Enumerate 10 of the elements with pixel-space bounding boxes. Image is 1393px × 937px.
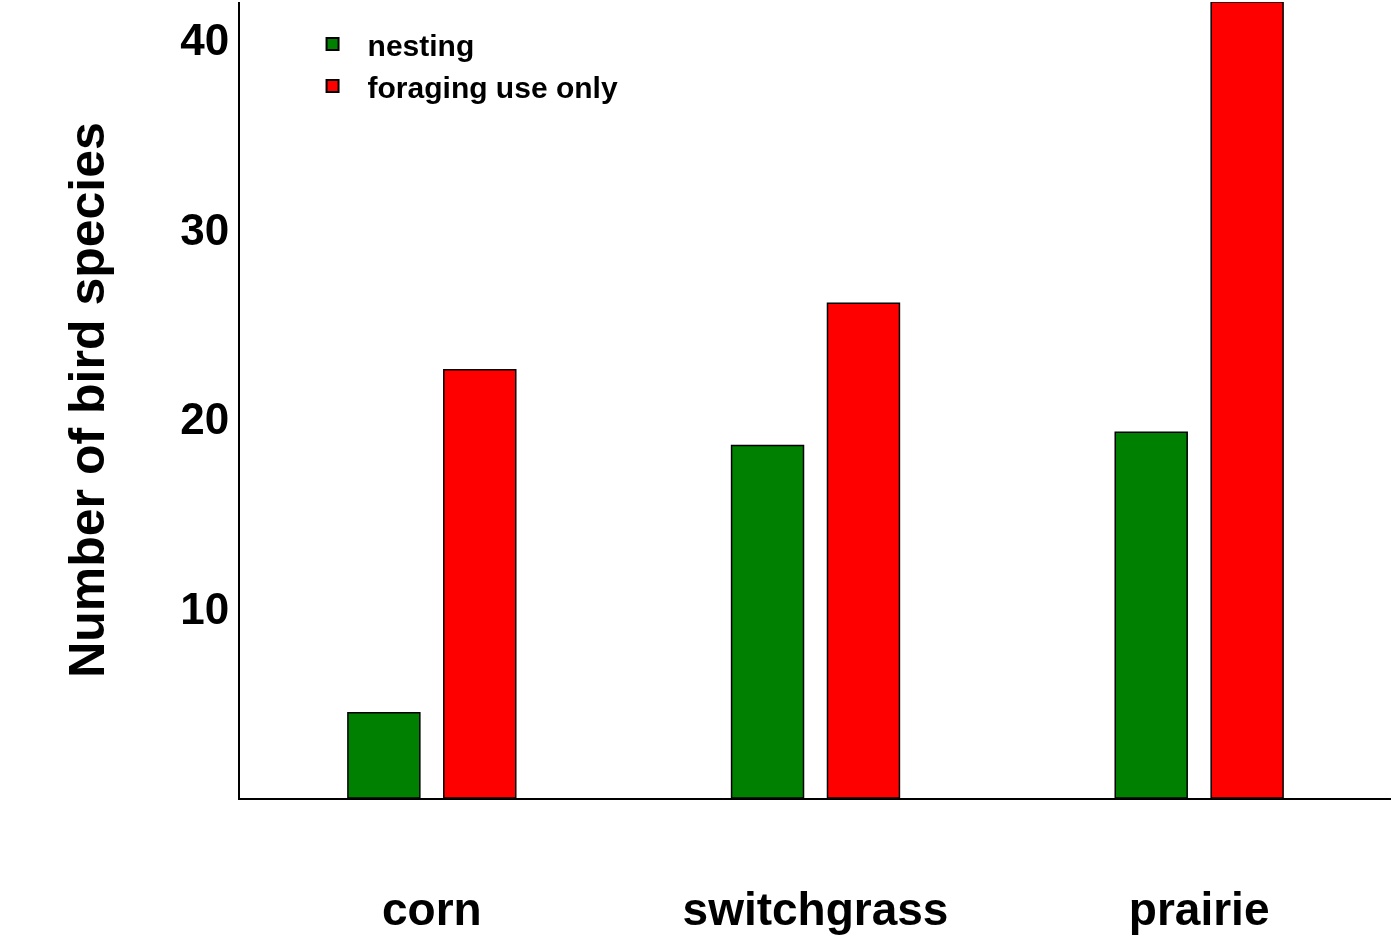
y-tick-label: 20 [180,394,230,444]
legend-label: nesting [367,28,475,62]
x-tick-label: prairie [1128,883,1270,936]
y-tick-label: 40 [180,15,230,65]
y-axis-title: Number of bird species [58,122,115,678]
x-tick-label: corn [381,883,482,936]
legend-label: foraging use only [367,70,618,104]
x-tick-label: switchgrass [682,883,949,936]
y-tick-label: 10 [180,583,230,633]
y-tick-label: 30 [180,204,230,254]
